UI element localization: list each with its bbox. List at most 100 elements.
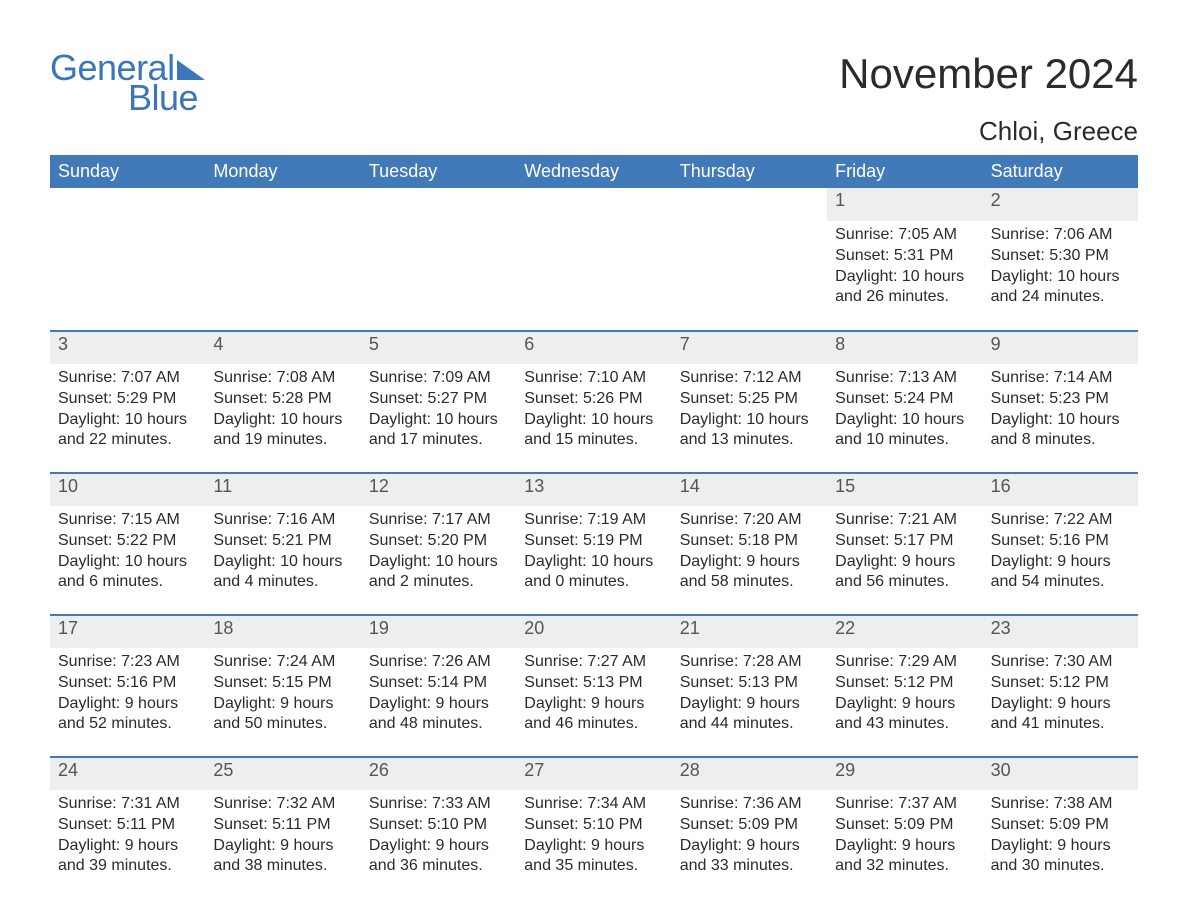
day-sunset: Sunset: 5:10 PM: [524, 815, 663, 836]
day-body: [361, 221, 516, 316]
day-body: Sunrise: 7:23 AMSunset: 5:16 PMDaylight:…: [50, 648, 205, 742]
day-body: [50, 221, 205, 316]
day-d2: and 24 minutes.: [991, 287, 1130, 308]
weekday-cell: Sunday: [50, 155, 205, 188]
day-d1: Daylight: 10 hours: [524, 410, 663, 431]
daybody-strip: Sunrise: 7:07 AMSunset: 5:29 PMDaylight:…: [50, 364, 1138, 458]
day-sunrise: Sunrise: 7:06 AM: [991, 225, 1130, 246]
day-sunset: Sunset: 5:18 PM: [680, 531, 819, 552]
day-sunrise: Sunrise: 7:32 AM: [213, 794, 352, 815]
day-sunset: Sunset: 5:28 PM: [213, 389, 352, 410]
day-d1: Daylight: 10 hours: [369, 552, 508, 573]
week-row: 3456789Sunrise: 7:07 AMSunset: 5:29 PMDa…: [50, 330, 1138, 458]
day-body: Sunrise: 7:19 AMSunset: 5:19 PMDaylight:…: [516, 506, 671, 600]
day-sunset: Sunset: 5:12 PM: [835, 673, 974, 694]
day-sunset: Sunset: 5:30 PM: [991, 246, 1130, 267]
day-number: 2: [983, 188, 1138, 221]
daybody-strip: Sunrise: 7:15 AMSunset: 5:22 PMDaylight:…: [50, 506, 1138, 600]
day-number: 18: [205, 616, 360, 648]
day-sunrise: Sunrise: 7:08 AM: [213, 368, 352, 389]
day-sunset: Sunset: 5:22 PM: [58, 531, 197, 552]
day-body: Sunrise: 7:16 AMSunset: 5:21 PMDaylight:…: [205, 506, 360, 600]
day-sunrise: Sunrise: 7:37 AM: [835, 794, 974, 815]
day-sunset: Sunset: 5:20 PM: [369, 531, 508, 552]
day-number: 9: [983, 332, 1138, 364]
week-row: 24252627282930Sunrise: 7:31 AMSunset: 5:…: [50, 756, 1138, 884]
day-body: Sunrise: 7:24 AMSunset: 5:15 PMDaylight:…: [205, 648, 360, 742]
day-d1: Daylight: 9 hours: [835, 694, 974, 715]
day-d2: and 48 minutes.: [369, 714, 508, 735]
weekday-cell: Monday: [205, 155, 360, 188]
day-number: 17: [50, 616, 205, 648]
day-sunrise: Sunrise: 7:13 AM: [835, 368, 974, 389]
day-sunset: Sunset: 5:11 PM: [213, 815, 352, 836]
day-number: 10: [50, 474, 205, 506]
day-d2: and 35 minutes.: [524, 856, 663, 877]
day-number: 24: [50, 758, 205, 790]
week-row: 12Sunrise: 7:05 AMSunset: 5:31 PMDayligh…: [50, 188, 1138, 316]
day-sunrise: Sunrise: 7:07 AM: [58, 368, 197, 389]
day-d2: and 22 minutes.: [58, 430, 197, 451]
day-d2: and 58 minutes.: [680, 572, 819, 593]
day-sunrise: Sunrise: 7:17 AM: [369, 510, 508, 531]
day-sunrise: Sunrise: 7:09 AM: [369, 368, 508, 389]
day-d2: and 0 minutes.: [524, 572, 663, 593]
day-body: Sunrise: 7:31 AMSunset: 5:11 PMDaylight:…: [50, 790, 205, 884]
day-d2: and 54 minutes.: [991, 572, 1130, 593]
day-sunrise: Sunrise: 7:16 AM: [213, 510, 352, 531]
day-d1: Daylight: 9 hours: [991, 552, 1130, 573]
day-number: [50, 188, 205, 221]
day-d1: Daylight: 9 hours: [835, 552, 974, 573]
day-body: Sunrise: 7:30 AMSunset: 5:12 PMDaylight:…: [983, 648, 1138, 742]
day-sunset: Sunset: 5:11 PM: [58, 815, 197, 836]
day-body: Sunrise: 7:36 AMSunset: 5:09 PMDaylight:…: [672, 790, 827, 884]
daynum-strip: 3456789: [50, 332, 1138, 364]
day-body: [205, 221, 360, 316]
daynum-strip: 17181920212223: [50, 616, 1138, 648]
day-sunrise: Sunrise: 7:29 AM: [835, 652, 974, 673]
day-d2: and 4 minutes.: [213, 572, 352, 593]
month-title: November 2024: [839, 50, 1138, 98]
day-d2: and 2 minutes.: [369, 572, 508, 593]
day-number: 8: [827, 332, 982, 364]
day-body: Sunrise: 7:29 AMSunset: 5:12 PMDaylight:…: [827, 648, 982, 742]
day-d2: and 30 minutes.: [991, 856, 1130, 877]
day-sunset: Sunset: 5:09 PM: [991, 815, 1130, 836]
day-d1: Daylight: 9 hours: [680, 552, 819, 573]
day-d1: Daylight: 9 hours: [524, 836, 663, 857]
day-sunrise: Sunrise: 7:10 AM: [524, 368, 663, 389]
day-number: 13: [516, 474, 671, 506]
day-body: Sunrise: 7:27 AMSunset: 5:13 PMDaylight:…: [516, 648, 671, 742]
title-block: November 2024 Chloi, Greece: [839, 50, 1138, 147]
day-sunset: Sunset: 5:17 PM: [835, 531, 974, 552]
day-body: Sunrise: 7:06 AMSunset: 5:30 PMDaylight:…: [983, 221, 1138, 316]
weekday-cell: Wednesday: [516, 155, 671, 188]
day-d1: Daylight: 9 hours: [369, 694, 508, 715]
day-sunset: Sunset: 5:31 PM: [835, 246, 974, 267]
calendar: SundayMondayTuesdayWednesdayThursdayFrid…: [50, 155, 1138, 884]
week-row: 17181920212223Sunrise: 7:23 AMSunset: 5:…: [50, 614, 1138, 742]
day-number: 7: [672, 332, 827, 364]
day-sunset: Sunset: 5:09 PM: [835, 815, 974, 836]
day-d2: and 10 minutes.: [835, 430, 974, 451]
day-body: Sunrise: 7:32 AMSunset: 5:11 PMDaylight:…: [205, 790, 360, 884]
day-sunrise: Sunrise: 7:19 AM: [524, 510, 663, 531]
day-sunrise: Sunrise: 7:26 AM: [369, 652, 508, 673]
day-d1: Daylight: 9 hours: [835, 836, 974, 857]
day-body: Sunrise: 7:26 AMSunset: 5:14 PMDaylight:…: [361, 648, 516, 742]
day-number: 6: [516, 332, 671, 364]
day-number: 3: [50, 332, 205, 364]
day-d2: and 15 minutes.: [524, 430, 663, 451]
day-d1: Daylight: 10 hours: [991, 267, 1130, 288]
day-sunset: Sunset: 5:09 PM: [680, 815, 819, 836]
day-d2: and 56 minutes.: [835, 572, 974, 593]
day-d1: Daylight: 10 hours: [213, 552, 352, 573]
day-d1: Daylight: 9 hours: [680, 694, 819, 715]
day-number: 29: [827, 758, 982, 790]
day-d1: Daylight: 9 hours: [58, 836, 197, 857]
day-d1: Daylight: 10 hours: [524, 552, 663, 573]
day-body: Sunrise: 7:12 AMSunset: 5:25 PMDaylight:…: [672, 364, 827, 458]
day-d2: and 38 minutes.: [213, 856, 352, 877]
day-sunrise: Sunrise: 7:20 AM: [680, 510, 819, 531]
day-sunset: Sunset: 5:27 PM: [369, 389, 508, 410]
